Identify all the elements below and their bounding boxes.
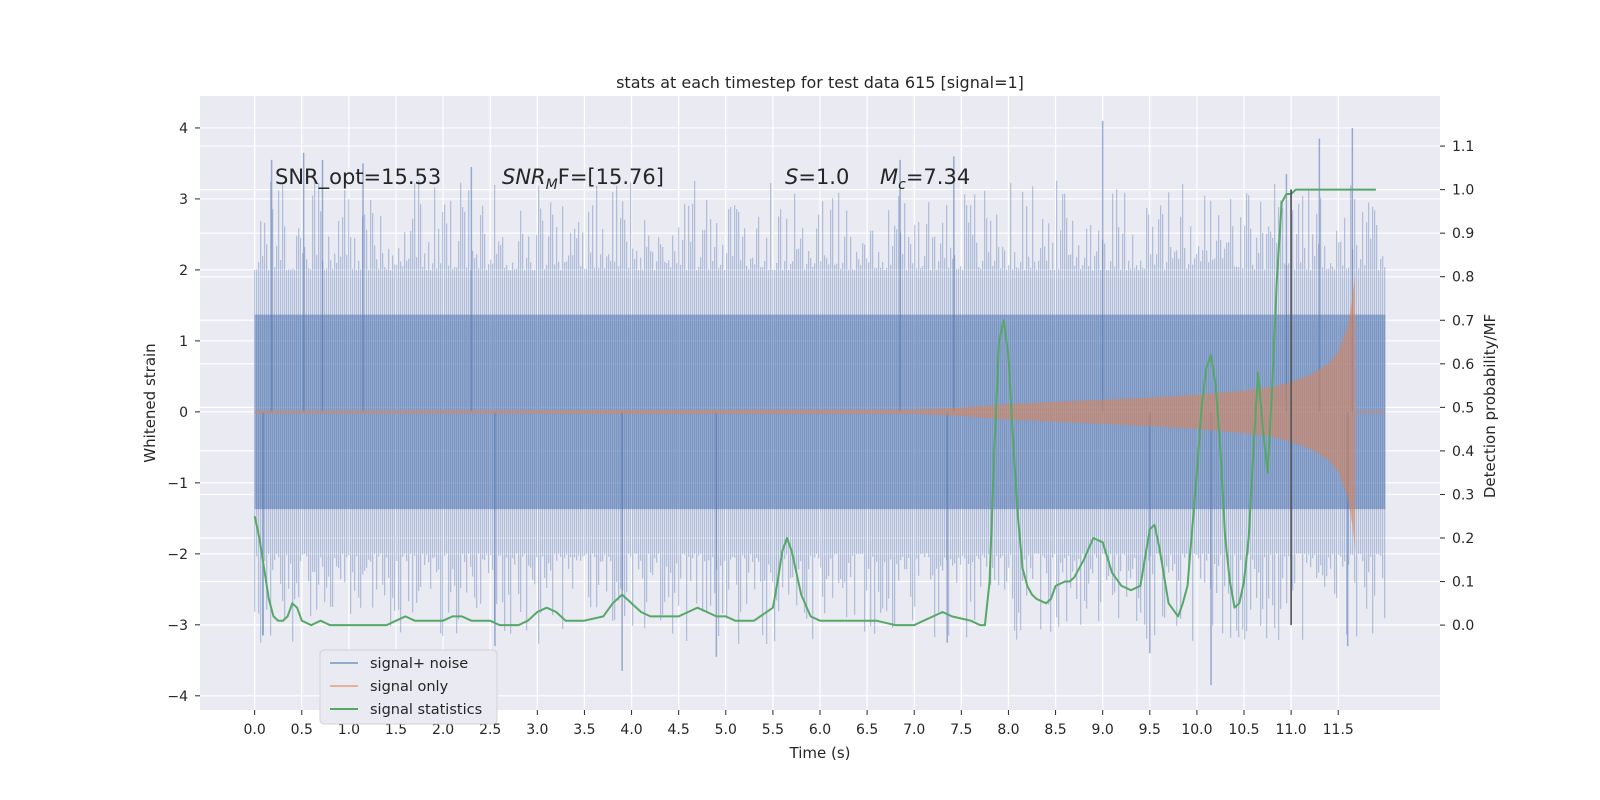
x-tick-label: 0.0	[244, 722, 266, 738]
y-right-tick-label: 0.4	[1452, 444, 1474, 460]
y-left-tick-label: −3	[167, 618, 188, 634]
y-right-tick-label: 0.1	[1452, 575, 1474, 591]
x-tick-label: 1.5	[385, 722, 407, 738]
y-right-tick-label: 0.3	[1452, 487, 1474, 503]
chart-title: stats at each timestep for test data 615…	[616, 73, 1024, 92]
x-tick-label: 8.0	[997, 722, 1019, 738]
axis-ticks: 0.0 0.5 1.0 1.5 2.0 2.5 3.0 3.5 4.0 4.5 5.0 5.5 6.0 6…	[167, 121, 1474, 738]
annotation-mc-base: M	[880, 165, 898, 189]
y-left-tick-label: 4	[179, 121, 188, 137]
y-right-tick-label: 0.9	[1452, 226, 1474, 242]
x-tick-label: 2.0	[432, 722, 454, 738]
annotation-s-base: S	[785, 165, 798, 189]
annotation-s-value: S=1.0	[785, 165, 849, 189]
x-tick-label: 7.0	[903, 722, 925, 738]
legend-label-signal-statistics: signal statistics	[370, 702, 482, 718]
y-left-tick-label: 2	[179, 263, 188, 279]
x-tick-label: 11.0	[1276, 722, 1307, 738]
x-tick-label: 2.5	[479, 722, 501, 738]
y-left-tick-label: 1	[179, 334, 188, 350]
signal-only-series	[254, 273, 1386, 551]
annotation-snr-mf-sub: M	[546, 177, 558, 193]
x-tick-label: 7.5	[950, 722, 972, 738]
x-tick-label: 10.5	[1228, 722, 1259, 738]
y-left-tick-label: −4	[167, 689, 188, 705]
y-right-tick-label: 1.0	[1452, 183, 1474, 199]
x-tick-label: 3.5	[573, 722, 595, 738]
y-right-tick-label: 0.8	[1452, 270, 1474, 286]
legend-label-signal-only: signal only	[370, 679, 449, 695]
y-axis-label-left: Whitened strain	[141, 343, 159, 462]
x-tick-label: 4.0	[620, 722, 642, 738]
x-tick-label: 5.0	[715, 722, 737, 738]
x-tick-label: 10.0	[1181, 722, 1212, 738]
legend: signal+ noise signal only signal statist…	[319, 649, 498, 725]
annotation-snr-mf: SNRMF=[15.76]	[502, 165, 664, 193]
y-left-tick-label: 0	[179, 405, 188, 421]
x-axis-label: Time (s)	[789, 744, 851, 762]
x-tick-label: 6.0	[809, 722, 831, 738]
legend-box	[319, 649, 498, 725]
x-tick-label: 9.0	[1092, 722, 1114, 738]
annotation-s-rest: =1.0	[798, 165, 849, 189]
legend-label-signal-noise: signal+ noise	[370, 656, 468, 672]
y-right-tick-label: 0.5	[1452, 400, 1474, 416]
y-left-tick-label: 3	[179, 192, 188, 208]
x-tick-label: 5.5	[762, 722, 784, 738]
x-tick-label: 1.0	[338, 722, 360, 738]
annotation-snr-opt: SNR_opt=15.53	[275, 165, 441, 190]
signal-statistics-series	[253, 188, 1376, 627]
y-axis-label-right: Detection probability/MF	[1481, 314, 1499, 498]
y-left-tick-label: −2	[167, 547, 188, 563]
annotation-snr-mf-rest: F=[15.76]	[558, 165, 664, 189]
y-right-tick-label: 0.7	[1452, 313, 1474, 329]
y-right-tick-label: 0.2	[1452, 531, 1474, 547]
annotation-mc-sub: c	[898, 177, 906, 193]
y-right-tick-label: 0.6	[1452, 357, 1474, 373]
x-tick-label: 9.5	[1139, 722, 1161, 738]
annotation-mc-value: Mc=7.34	[880, 165, 970, 193]
x-tick-label: 8.5	[1044, 722, 1066, 738]
x-tick-label: 11.5	[1323, 722, 1354, 738]
x-tick-label: 6.5	[856, 722, 878, 738]
annotation-snr-mf-base: SNR	[502, 165, 546, 189]
x-tick-label: 4.5	[668, 722, 690, 738]
x-tick-label: 3.0	[526, 722, 548, 738]
signal-only-envelope	[254, 273, 1356, 551]
x-tick-label: 0.5	[291, 722, 313, 738]
signal-statistics-line	[253, 188, 1376, 627]
y-right-tick-label: 0.0	[1452, 618, 1474, 634]
y-left-tick-label: −1	[167, 476, 188, 492]
y-right-tick-label: 1.1	[1452, 139, 1474, 155]
annotation-mc-rest: =7.34	[906, 165, 970, 189]
